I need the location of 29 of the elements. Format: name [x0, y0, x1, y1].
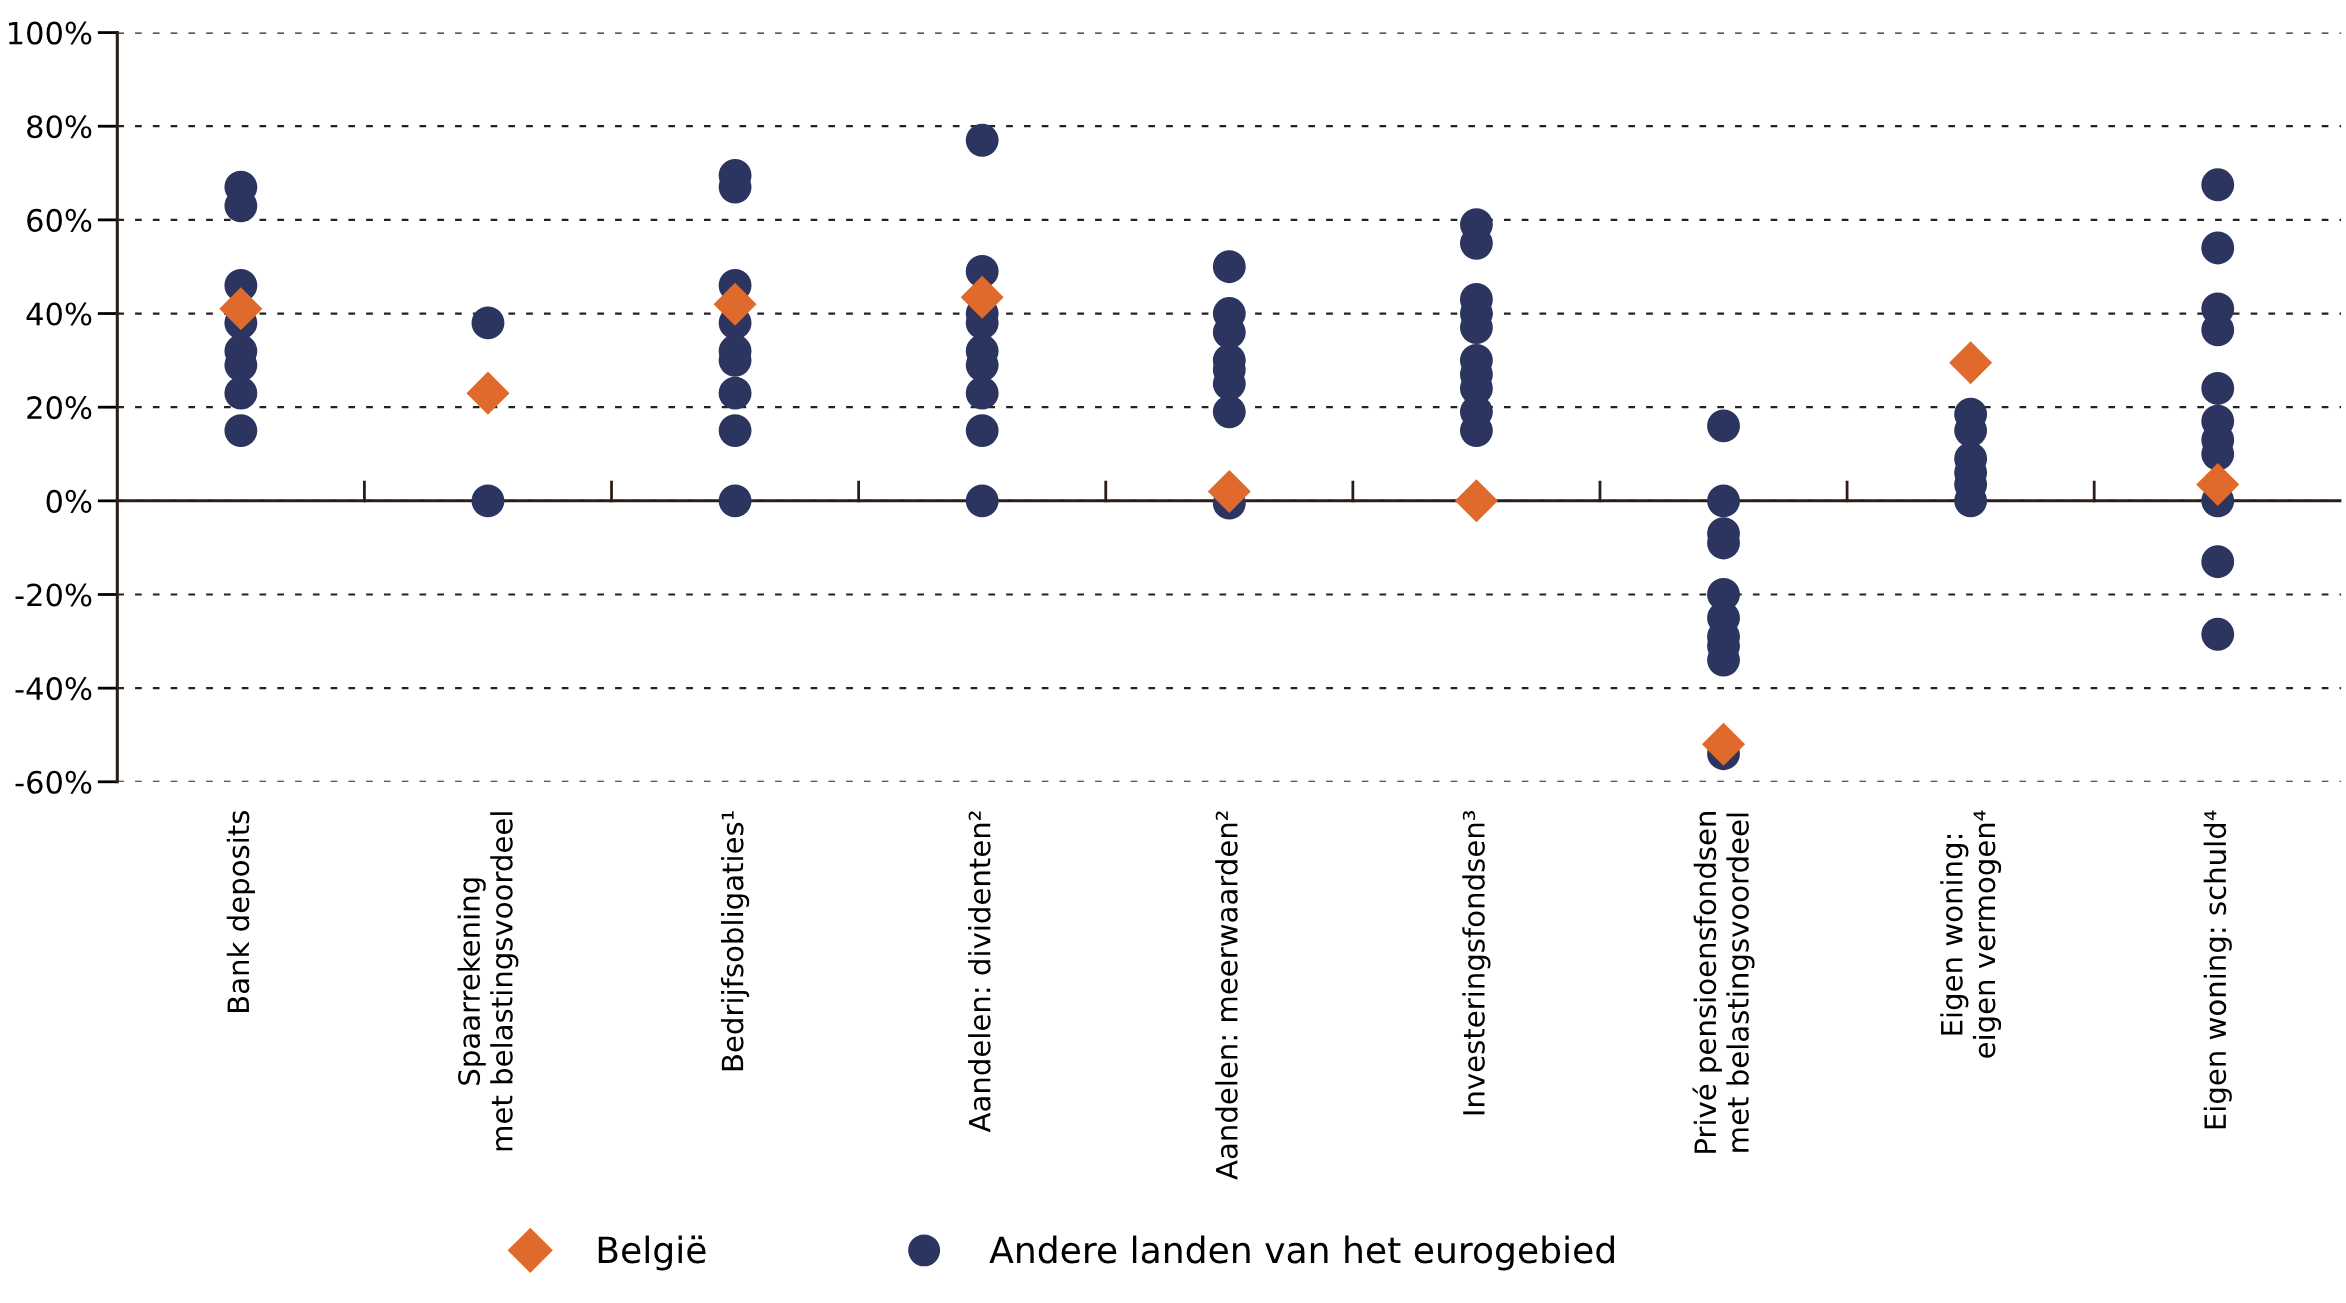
x-tick-label: Eigen woning: eigen vermogen⁴ — [1940, 810, 2002, 1058]
x-tick-label: Eigen woning: schuld⁴ — [2203, 810, 2232, 1129]
point — [1454, 479, 1498, 523]
point — [2196, 462, 2240, 506]
y-tick-label: 60% — [27, 208, 92, 232]
x-tick-label: Investeringsfondsen³ — [1462, 811, 1491, 1115]
y-tick-label: 100% — [9, 21, 92, 45]
point — [713, 282, 757, 326]
point — [1949, 341, 1993, 385]
y-tick-label: 40% — [26, 302, 92, 326]
x-tick-label: Spaarrekening met belastingsvoordeel — [457, 812, 519, 1151]
x-tick-label: Bedrijfsobligaties¹ — [720, 811, 750, 1071]
legend-label: Andere landen van het eurogebied — [989, 1235, 1614, 1271]
point — [960, 275, 1004, 319]
y-tick-label: -40% — [15, 677, 92, 701]
x-tick-label: Aandelen: dividenten² — [968, 811, 991, 1133]
y-tick-label: -20% — [15, 583, 92, 607]
y-tick-label: -60% — [15, 770, 92, 794]
x-tick-label: Bank deposits — [226, 811, 255, 1012]
point — [219, 287, 263, 331]
y-tick-label: 20% — [27, 396, 92, 420]
x-tick-label: Privé pensioensfondsen met belastingsvoordeel — [1692, 812, 1755, 1153]
point — [466, 371, 510, 415]
point — [1207, 469, 1251, 513]
x-tick-label: Aandelen: meerwaarden² — [1215, 811, 1238, 1180]
point — [1702, 722, 1746, 766]
legend-label: België — [598, 1235, 706, 1271]
y-tick-label: 80% — [27, 115, 92, 139]
y-tick-label: 0% — [46, 489, 92, 513]
